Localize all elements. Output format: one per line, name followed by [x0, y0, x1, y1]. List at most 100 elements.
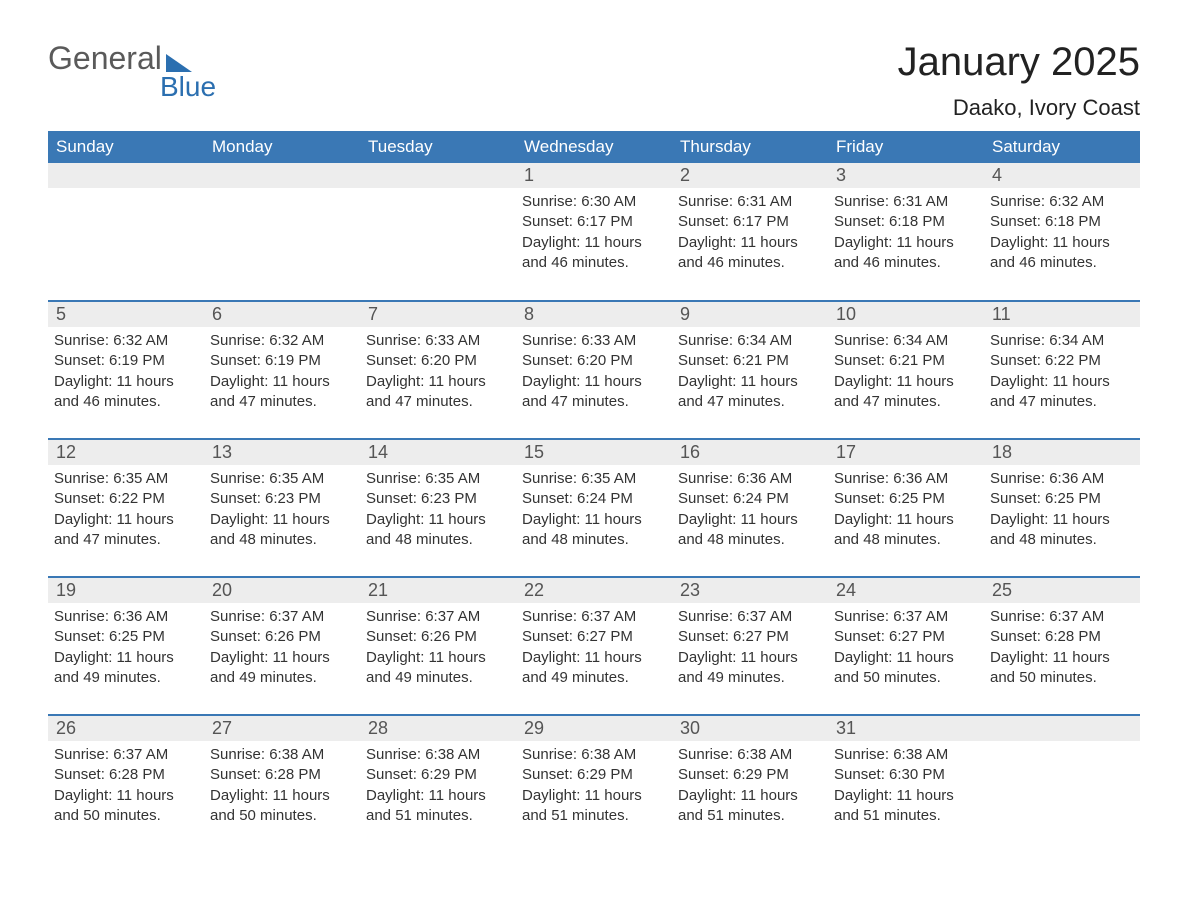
- sunset-line: Sunset: 6:27 PM: [678, 627, 822, 647]
- daylight-line: Daylight: 11 hours and 47 minutes.: [678, 372, 822, 413]
- daylight-line: Daylight: 11 hours and 48 minutes.: [678, 510, 822, 551]
- calendar-cell: 12Sunrise: 6:35 AMSunset: 6:22 PMDayligh…: [48, 439, 204, 577]
- day-details: Sunrise: 6:34 AMSunset: 6:21 PMDaylight:…: [828, 327, 984, 422]
- daylight-line: Daylight: 11 hours and 48 minutes.: [366, 510, 510, 551]
- sunset-line: Sunset: 6:18 PM: [990, 212, 1134, 232]
- sunrise-line: Sunrise: 6:38 AM: [834, 745, 978, 765]
- day-number: 16: [672, 440, 828, 465]
- calendar-row: 12Sunrise: 6:35 AMSunset: 6:22 PMDayligh…: [48, 439, 1140, 577]
- day-number: 1: [516, 163, 672, 188]
- sunset-line: Sunset: 6:19 PM: [210, 351, 354, 371]
- weekday-header: Saturday: [984, 131, 1140, 163]
- day-details: Sunrise: 6:35 AMSunset: 6:22 PMDaylight:…: [48, 465, 204, 560]
- daylight-line: Daylight: 11 hours and 46 minutes.: [990, 233, 1134, 274]
- sunrise-line: Sunrise: 6:31 AM: [678, 192, 822, 212]
- daylight-line: Daylight: 11 hours and 47 minutes.: [522, 372, 666, 413]
- day-details: Sunrise: 6:37 AMSunset: 6:27 PMDaylight:…: [516, 603, 672, 698]
- day-number: 25: [984, 578, 1140, 603]
- day-number: 31: [828, 716, 984, 741]
- weekday-header: Monday: [204, 131, 360, 163]
- day-number: 7: [360, 302, 516, 327]
- daylight-line: Daylight: 11 hours and 48 minutes.: [210, 510, 354, 551]
- day-number: 3: [828, 163, 984, 188]
- weekday-header: Thursday: [672, 131, 828, 163]
- day-number: 28: [360, 716, 516, 741]
- brand-name-b: Blue: [160, 71, 216, 103]
- day-number-empty: [204, 163, 360, 188]
- daylight-line: Daylight: 11 hours and 50 minutes.: [210, 786, 354, 827]
- calendar-row: 19Sunrise: 6:36 AMSunset: 6:25 PMDayligh…: [48, 577, 1140, 715]
- calendar-cell: 3Sunrise: 6:31 AMSunset: 6:18 PMDaylight…: [828, 163, 984, 301]
- daylight-line: Daylight: 11 hours and 50 minutes.: [54, 786, 198, 827]
- day-number: 12: [48, 440, 204, 465]
- daylight-line: Daylight: 11 hours and 50 minutes.: [834, 648, 978, 689]
- calendar-cell: 22Sunrise: 6:37 AMSunset: 6:27 PMDayligh…: [516, 577, 672, 715]
- day-number: 26: [48, 716, 204, 741]
- sunset-line: Sunset: 6:21 PM: [834, 351, 978, 371]
- day-number: 27: [204, 716, 360, 741]
- day-details: Sunrise: 6:30 AMSunset: 6:17 PMDaylight:…: [516, 188, 672, 283]
- day-number: 10: [828, 302, 984, 327]
- daylight-line: Daylight: 11 hours and 49 minutes.: [210, 648, 354, 689]
- sunset-line: Sunset: 6:22 PM: [990, 351, 1134, 371]
- calendar-cell: [360, 163, 516, 301]
- sunrise-line: Sunrise: 6:32 AM: [210, 331, 354, 351]
- day-details: Sunrise: 6:38 AMSunset: 6:30 PMDaylight:…: [828, 741, 984, 836]
- daylight-line: Daylight: 11 hours and 49 minutes.: [678, 648, 822, 689]
- calendar-body: 1Sunrise: 6:30 AMSunset: 6:17 PMDaylight…: [48, 163, 1140, 853]
- day-number: 19: [48, 578, 204, 603]
- calendar-cell: 20Sunrise: 6:37 AMSunset: 6:26 PMDayligh…: [204, 577, 360, 715]
- calendar-cell: 29Sunrise: 6:38 AMSunset: 6:29 PMDayligh…: [516, 715, 672, 853]
- day-details: Sunrise: 6:34 AMSunset: 6:21 PMDaylight:…: [672, 327, 828, 422]
- day-details: Sunrise: 6:36 AMSunset: 6:25 PMDaylight:…: [984, 465, 1140, 560]
- day-details: Sunrise: 6:38 AMSunset: 6:29 PMDaylight:…: [360, 741, 516, 836]
- sunset-line: Sunset: 6:24 PM: [522, 489, 666, 509]
- day-details: Sunrise: 6:37 AMSunset: 6:28 PMDaylight:…: [48, 741, 204, 836]
- calendar-cell: 18Sunrise: 6:36 AMSunset: 6:25 PMDayligh…: [984, 439, 1140, 577]
- day-details: Sunrise: 6:34 AMSunset: 6:22 PMDaylight:…: [984, 327, 1140, 422]
- day-details: Sunrise: 6:37 AMSunset: 6:26 PMDaylight:…: [204, 603, 360, 698]
- sunset-line: Sunset: 6:20 PM: [522, 351, 666, 371]
- day-details: Sunrise: 6:38 AMSunset: 6:29 PMDaylight:…: [516, 741, 672, 836]
- calendar-cell: 26Sunrise: 6:37 AMSunset: 6:28 PMDayligh…: [48, 715, 204, 853]
- calendar-cell: 4Sunrise: 6:32 AMSunset: 6:18 PMDaylight…: [984, 163, 1140, 301]
- daylight-line: Daylight: 11 hours and 51 minutes.: [834, 786, 978, 827]
- day-number: 30: [672, 716, 828, 741]
- calendar-cell: 19Sunrise: 6:36 AMSunset: 6:25 PMDayligh…: [48, 577, 204, 715]
- day-number-empty: [984, 716, 1140, 741]
- sunset-line: Sunset: 6:29 PM: [366, 765, 510, 785]
- sunrise-line: Sunrise: 6:37 AM: [678, 607, 822, 627]
- sunset-line: Sunset: 6:26 PM: [366, 627, 510, 647]
- calendar-row: 1Sunrise: 6:30 AMSunset: 6:17 PMDaylight…: [48, 163, 1140, 301]
- day-details: Sunrise: 6:37 AMSunset: 6:28 PMDaylight:…: [984, 603, 1140, 698]
- daylight-line: Daylight: 11 hours and 46 minutes.: [834, 233, 978, 274]
- day-number: 20: [204, 578, 360, 603]
- daylight-line: Daylight: 11 hours and 47 minutes.: [54, 510, 198, 551]
- sunrise-line: Sunrise: 6:35 AM: [522, 469, 666, 489]
- daylight-line: Daylight: 11 hours and 48 minutes.: [522, 510, 666, 551]
- day-details: Sunrise: 6:33 AMSunset: 6:20 PMDaylight:…: [516, 327, 672, 422]
- title-block: January 2025 Daako, Ivory Coast: [898, 40, 1140, 121]
- day-number: 2: [672, 163, 828, 188]
- sunrise-line: Sunrise: 6:38 AM: [678, 745, 822, 765]
- calendar-cell: 28Sunrise: 6:38 AMSunset: 6:29 PMDayligh…: [360, 715, 516, 853]
- calendar-cell: 5Sunrise: 6:32 AMSunset: 6:19 PMDaylight…: [48, 301, 204, 439]
- sunset-line: Sunset: 6:25 PM: [834, 489, 978, 509]
- day-number: 29: [516, 716, 672, 741]
- calendar-cell: 10Sunrise: 6:34 AMSunset: 6:21 PMDayligh…: [828, 301, 984, 439]
- day-number: 9: [672, 302, 828, 327]
- day-number: 22: [516, 578, 672, 603]
- daylight-line: Daylight: 11 hours and 46 minutes.: [522, 233, 666, 274]
- calendar-cell: 24Sunrise: 6:37 AMSunset: 6:27 PMDayligh…: [828, 577, 984, 715]
- calendar-cell: 11Sunrise: 6:34 AMSunset: 6:22 PMDayligh…: [984, 301, 1140, 439]
- sunset-line: Sunset: 6:28 PM: [54, 765, 198, 785]
- daylight-line: Daylight: 11 hours and 49 minutes.: [522, 648, 666, 689]
- sunset-line: Sunset: 6:17 PM: [522, 212, 666, 232]
- calendar-row: 5Sunrise: 6:32 AMSunset: 6:19 PMDaylight…: [48, 301, 1140, 439]
- calendar-cell: [48, 163, 204, 301]
- daylight-line: Daylight: 11 hours and 46 minutes.: [678, 233, 822, 274]
- day-details: Sunrise: 6:32 AMSunset: 6:19 PMDaylight:…: [48, 327, 204, 422]
- daylight-line: Daylight: 11 hours and 51 minutes.: [522, 786, 666, 827]
- sunrise-line: Sunrise: 6:33 AM: [366, 331, 510, 351]
- sunset-line: Sunset: 6:23 PM: [210, 489, 354, 509]
